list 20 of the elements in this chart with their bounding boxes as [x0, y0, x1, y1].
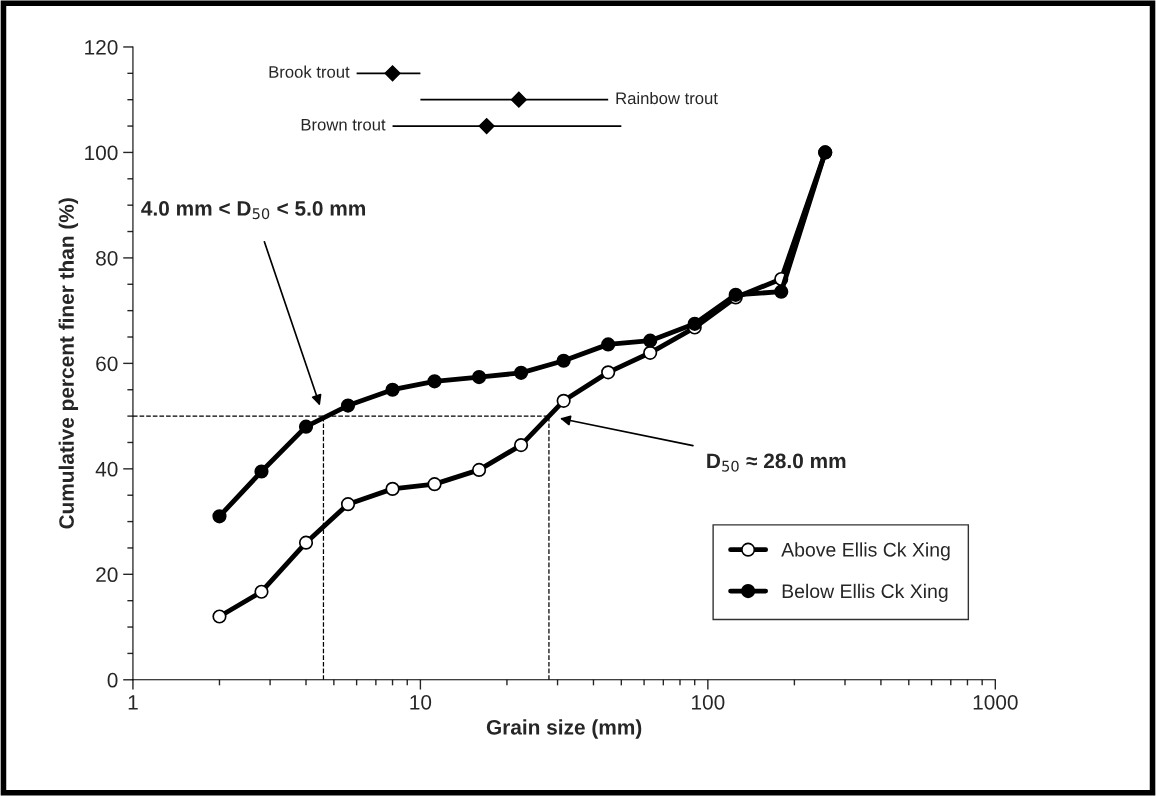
x-tick-label: 100 [692, 694, 725, 710]
legend-label: Below Ellis Ck Xing [782, 583, 948, 602]
y-tick-label: 120 [85, 39, 118, 55]
x-tick-label: 10 [410, 694, 432, 710]
y-tick-label: 40 [95, 461, 118, 477]
annotation: Brown trout [301, 118, 386, 131]
x-axis-title: Grain size (mm) [486, 719, 642, 739]
y-tick-label: 100 [85, 145, 118, 161]
annotation: 4.0 mm < D$_{50}$ < 5.0 mm [141, 201, 366, 220]
y-tick-label: 0 [107, 672, 118, 688]
x-tick-label: 1000 [973, 694, 1018, 710]
y-axis-title: Cumulative percent finer than (%) [58, 198, 79, 529]
y-tick-label: 20 [96, 567, 118, 583]
annotation: Rainbow trout [616, 91, 718, 105]
x-tick-label: 1 [128, 695, 138, 710]
y-tick-label: 80 [96, 250, 118, 266]
annotation: D$_{50}$ ≈ 28.0 mm [707, 453, 846, 472]
annotation: Brook trout [269, 65, 350, 78]
legend-label: Above Ellis Ck Xing [781, 542, 950, 561]
y-tick-label: 60 [96, 356, 118, 372]
